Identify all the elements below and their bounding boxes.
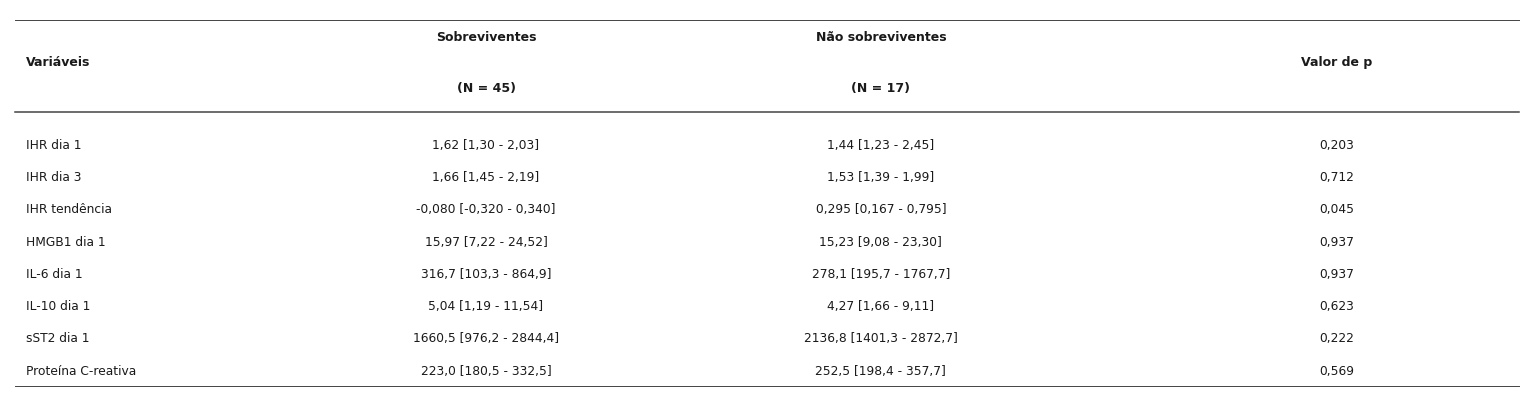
Text: 0,295 [0,167 - 0,795]: 0,295 [0,167 - 0,795] [816,203,946,216]
Text: 4,27 [1,66 - 9,11]: 4,27 [1,66 - 9,11] [827,300,934,313]
Text: (N = 17): (N = 17) [851,82,910,95]
Text: (N = 45): (N = 45) [457,82,515,95]
Text: 0,937: 0,937 [1319,268,1355,281]
Text: 15,23 [9,08 - 23,30]: 15,23 [9,08 - 23,30] [819,236,942,249]
Text: 0,045: 0,045 [1319,203,1355,216]
Text: 1660,5 [976,2 - 2844,4]: 1660,5 [976,2 - 2844,4] [413,332,558,345]
Text: -0,080 [-0,320 - 0,340]: -0,080 [-0,320 - 0,340] [416,203,555,216]
Text: 1,62 [1,30 - 2,03]: 1,62 [1,30 - 2,03] [433,139,540,152]
Text: Valor de p: Valor de p [1301,56,1371,69]
Text: 1,44 [1,23 - 2,45]: 1,44 [1,23 - 2,45] [827,139,934,152]
Text: 5,04 [1,19 - 11,54]: 5,04 [1,19 - 11,54] [428,300,543,313]
Text: 2136,8 [1401,3 - 2872,7]: 2136,8 [1401,3 - 2872,7] [804,332,957,345]
Text: 278,1 [195,7 - 1767,7]: 278,1 [195,7 - 1767,7] [811,268,950,281]
Text: 252,5 [198,4 - 357,7]: 252,5 [198,4 - 357,7] [816,364,946,378]
Text: Não sobreviventes: Não sobreviventes [816,31,946,44]
Text: 0,203: 0,203 [1319,139,1355,152]
Text: 0,712: 0,712 [1319,171,1355,184]
Text: 1,66 [1,45 - 2,19]: 1,66 [1,45 - 2,19] [433,171,540,184]
Text: 223,0 [180,5 - 332,5]: 223,0 [180,5 - 332,5] [420,364,551,378]
Text: IL-10 dia 1: IL-10 dia 1 [26,300,91,313]
Text: IHR dia 3: IHR dia 3 [26,171,81,184]
Text: IL-6 dia 1: IL-6 dia 1 [26,268,83,281]
Text: Proteína C-reativa: Proteína C-reativa [26,364,137,378]
Text: IHR tendência: IHR tendência [26,203,112,216]
Text: sST2 dia 1: sST2 dia 1 [26,332,89,345]
Text: 0,569: 0,569 [1319,364,1355,378]
Text: 0,623: 0,623 [1319,300,1355,313]
Text: IHR dia 1: IHR dia 1 [26,139,81,152]
Text: Sobreviventes: Sobreviventes [436,31,537,44]
Text: 0,222: 0,222 [1319,332,1355,345]
Text: Variáveis: Variáveis [26,56,91,69]
Text: 15,97 [7,22 - 24,52]: 15,97 [7,22 - 24,52] [425,236,548,249]
Text: 1,53 [1,39 - 1,99]: 1,53 [1,39 - 1,99] [827,171,934,184]
Text: 316,7 [103,3 - 864,9]: 316,7 [103,3 - 864,9] [420,268,551,281]
Text: 0,937: 0,937 [1319,236,1355,249]
Text: HMGB1 dia 1: HMGB1 dia 1 [26,236,106,249]
